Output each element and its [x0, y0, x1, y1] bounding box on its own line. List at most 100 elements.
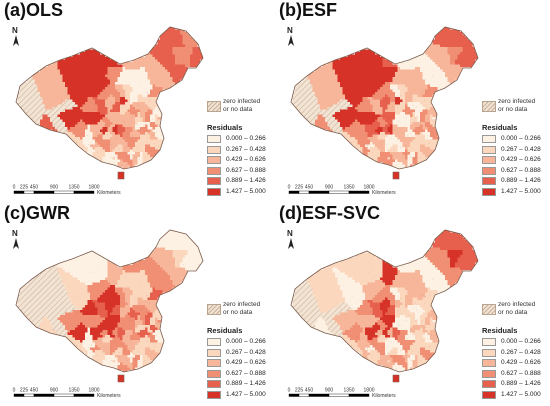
legend-hatch-swatch — [482, 304, 496, 315]
legend-hatch-swatch — [482, 101, 496, 112]
scale-tick-label: 0 — [13, 185, 16, 191]
legend-zero-infected: zero infected or no data — [482, 301, 550, 321]
legend-class-row: 0.429 – 0.626 — [207, 155, 277, 166]
scale-tick-label: 225 — [20, 185, 29, 191]
panel-title: (b)ESF — [279, 0, 337, 20]
scale-tick-label: 225 — [20, 388, 29, 394]
north-label: N — [287, 229, 293, 238]
scale-tick-label: 900 — [50, 185, 59, 191]
scale-segment — [348, 393, 370, 397]
scale-tick-label: 0 — [288, 388, 291, 394]
north-arrow-icon: N — [8, 26, 24, 48]
legend-class-label: 0.267 – 0.428 — [501, 348, 541, 356]
legend-class-label: 0.429 – 0.626 — [226, 359, 266, 366]
hainan-island — [117, 171, 125, 180]
panel-title: (c)GWR — [4, 203, 70, 223]
legend-swatch — [207, 348, 221, 357]
china-choropleth-map — [15, 26, 204, 180]
scale-tick-label: 450 — [305, 388, 314, 394]
legend-swatch — [482, 135, 496, 143]
legend-classes: 0.000 – 0.266 0.267 – 0.428 0.429 – 0.626 0… — [482, 337, 550, 400]
legend-swatch — [482, 177, 496, 185]
hainan-island — [392, 374, 400, 383]
north-label: N — [12, 26, 18, 35]
legend-class-row: 0.889 – 1.426 — [207, 176, 277, 187]
legend-class-row: 0.000 – 0.266 — [482, 337, 550, 348]
scale-segment — [53, 190, 75, 194]
legend-class-row: 0.000 – 0.266 — [207, 134, 277, 145]
legend-swatch — [207, 135, 221, 143]
legend-class-row: 0.000 – 0.266 — [207, 337, 277, 348]
legend-class-row: 0.429 – 0.626 — [482, 155, 550, 166]
legend-classes: 0.000 – 0.266 0.267 – 0.428 0.429 – 0.626 0… — [207, 134, 277, 197]
map-legend: zero infected or no data Residuals 0.000… — [482, 301, 550, 400]
legend-class-row: 0.429 – 0.626 — [482, 358, 550, 369]
scale-segment — [23, 393, 35, 397]
panel-esf-svc: (d)ESF-SVC N 0 225 450 900 1350 1800 Kilometer… — [275, 203, 550, 406]
legend-class-label: 0.429 – 0.626 — [226, 156, 266, 163]
legend-class-row: 1.427 – 5.000 — [482, 390, 550, 401]
legend-swatch — [207, 338, 221, 346]
legend-class-row: 1.427 – 5.000 — [207, 187, 277, 198]
legend-swatch — [482, 359, 496, 367]
country-outline — [290, 26, 479, 170]
scale-tick-label: 225 — [295, 185, 304, 191]
scale-segment — [328, 393, 350, 397]
legend-class-label: 1.427 – 5.000 — [501, 187, 541, 195]
legend-class-label: 1.427 – 5.000 — [501, 390, 541, 398]
china-choropleth-map — [15, 229, 204, 383]
scale-unit: Kilometers — [372, 190, 396, 196]
north-label: N — [287, 26, 293, 35]
scale-tick-label: 0 — [288, 185, 291, 191]
china-choropleth-map — [290, 26, 479, 180]
scale-segment — [348, 190, 370, 194]
country-outline — [15, 26, 204, 170]
legend-title: Residuals — [207, 123, 243, 132]
scale-tick-label: 225 — [295, 388, 304, 394]
legend-swatch — [482, 369, 496, 378]
legend-zero-infected: zero infected or no data — [482, 98, 550, 118]
scale-tick-label: 1800 — [88, 388, 99, 394]
scale-segment — [298, 190, 310, 194]
legend-swatch — [207, 390, 221, 399]
scale-tick-label: 1800 — [363, 388, 374, 394]
panel-esf: (b)ESF N 0 225 450 900 1350 1800 Kilometers ze… — [275, 0, 550, 203]
panel-title: (a)OLS — [4, 0, 64, 20]
legend-swatch — [207, 166, 221, 175]
legend-swatch — [482, 156, 496, 164]
north-label: N — [12, 229, 18, 238]
legend-class-row: 0.267 – 0.428 — [482, 145, 550, 156]
legend-class-label: 0.627 – 0.888 — [226, 369, 266, 377]
scale-tick-label: 450 — [30, 388, 39, 394]
scale-tick-label: 900 — [325, 388, 334, 394]
panel-title: (d)ESF-SVC — [279, 203, 380, 223]
legend-class-label: 0.889 – 1.426 — [501, 177, 541, 184]
legend-swatch — [207, 369, 221, 378]
legend-class-row: 0.267 – 0.428 — [207, 145, 277, 156]
hainan-island — [392, 171, 400, 180]
legend-swatch — [482, 390, 496, 399]
legend-swatch — [482, 166, 496, 175]
scale-segment — [73, 393, 95, 397]
legend-class-row: 1.427 – 5.000 — [482, 187, 550, 198]
legend-class-row: 0.889 – 1.426 — [207, 379, 277, 390]
map-legend: zero infected or no data Residuals 0.000… — [207, 301, 277, 400]
legend-swatch — [482, 380, 496, 388]
legend-zero-line2: or no data — [498, 105, 528, 113]
legend-class-row: 0.889 – 1.426 — [482, 176, 550, 187]
scale-segment — [53, 393, 75, 397]
legend-zero-infected: zero infected or no data — [207, 98, 277, 118]
scale-segment — [13, 190, 25, 194]
legend-zero-line2: or no data — [223, 308, 253, 316]
legend-hatch-swatch — [207, 101, 221, 112]
legend-swatch — [207, 380, 221, 388]
legend-classes: 0.000 – 0.266 0.267 – 0.428 0.429 – 0.626 0… — [482, 134, 550, 197]
scale-segment — [73, 190, 95, 194]
hainan-island — [117, 374, 125, 383]
legend-class-label: 0.267 – 0.428 — [501, 145, 541, 153]
scale-tick-label: 900 — [325, 185, 334, 191]
legend-class-label: 0.627 – 0.888 — [226, 166, 266, 174]
country-outline — [290, 229, 479, 373]
